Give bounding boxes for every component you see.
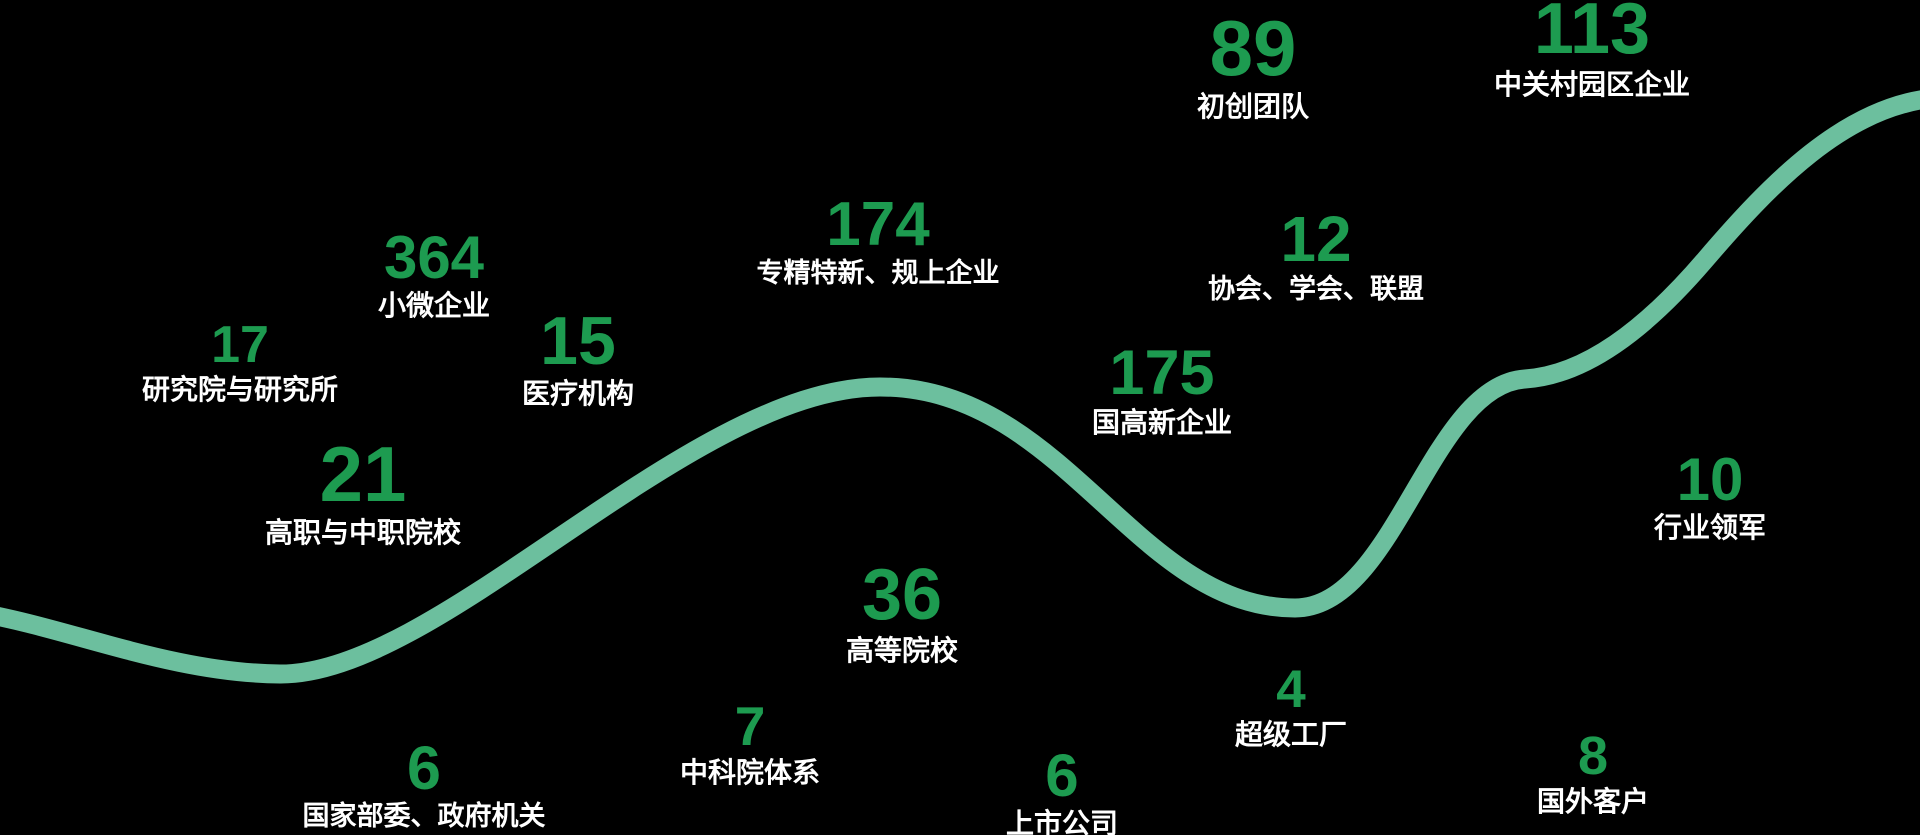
stat-item-national-hightech-enterprises: 175 国高新企业 (1092, 340, 1232, 439)
stat-label: 高等院校 (845, 634, 959, 666)
stat-item-listed-companies: 6 上市公司 (1006, 744, 1118, 835)
stat-label: 中关村园区企业 (1493, 68, 1691, 100)
stat-item-government-agencies: 6 国家部委、政府机关 (303, 736, 546, 832)
stat-item-cas-system: 7 中科院体系 (679, 695, 821, 789)
stat-item-startup-teams: 89 初创团队 (1196, 4, 1310, 123)
stat-label: 行业领军 (1653, 512, 1767, 543)
stat-item-vocational-schools: 21 高职与中职院校 (264, 430, 462, 549)
stat-label: 研究院与研究所 (141, 373, 339, 405)
stat-item-research-institutes: 17 研究院与研究所 (142, 318, 338, 405)
stat-label: 高职与中职院校 (264, 516, 462, 548)
stat-label: 上市公司 (1005, 808, 1119, 835)
stat-value: 7 (734, 695, 766, 757)
stat-value: 89 (1209, 4, 1297, 92)
stat-label: 国高新企业 (1091, 407, 1233, 439)
stat-value: 174 (826, 190, 930, 259)
stat-value: 21 (319, 430, 407, 518)
stat-value: 6 (1045, 742, 1079, 809)
stat-value: 10 (1676, 446, 1744, 513)
stat-label: 医疗机构 (521, 378, 635, 410)
stat-value: 175 (1109, 338, 1215, 408)
stat-value: 12 (1280, 203, 1352, 275)
stat-value: 4 (1276, 660, 1306, 719)
stat-label: 中科院体系 (679, 756, 821, 788)
stat-value: 17 (211, 316, 269, 374)
stat-item-zgc-park-enterprises: 113 中关村园区企业 (1494, 0, 1690, 100)
stat-label: 国家部委、政府机关 (302, 801, 546, 832)
stat-item-medical-institutions: 15 医疗机构 (521, 303, 635, 410)
stat-value: 6 (407, 734, 441, 802)
stat-label: 专精特新、规上企业 (756, 258, 1000, 289)
stat-item-industry-leaders: 10 行业领军 (1654, 448, 1766, 544)
stat-label: 初创团队 (1196, 90, 1310, 122)
stat-item-associations: 12 协会、学会、联盟 (1208, 203, 1424, 305)
stat-label: 国外客户 (1536, 785, 1650, 817)
stat-label: 小微企业 (377, 290, 491, 321)
stat-item-overseas-clients: 8 国外客户 (1537, 728, 1649, 817)
stat-item-super-factories: 4 超级工厂 (1235, 662, 1347, 750)
stat-item-small-micro-enterprises: 364 小微企业 (378, 226, 490, 322)
stat-label: 协会、学会、联盟 (1208, 274, 1424, 305)
stat-value: 8 (1577, 726, 1609, 786)
wave-curve (0, 90, 1920, 684)
stat-value: 36 (861, 555, 943, 635)
stat-value: 113 (1533, 0, 1651, 69)
stat-item-specialized-enterprises: 174 专精特新、规上企业 (757, 192, 1000, 289)
stat-value: 364 (383, 224, 485, 291)
stat-item-universities: 36 高等院校 (845, 555, 959, 666)
stat-label: 超级工厂 (1234, 718, 1348, 750)
stat-value: 15 (540, 303, 616, 379)
